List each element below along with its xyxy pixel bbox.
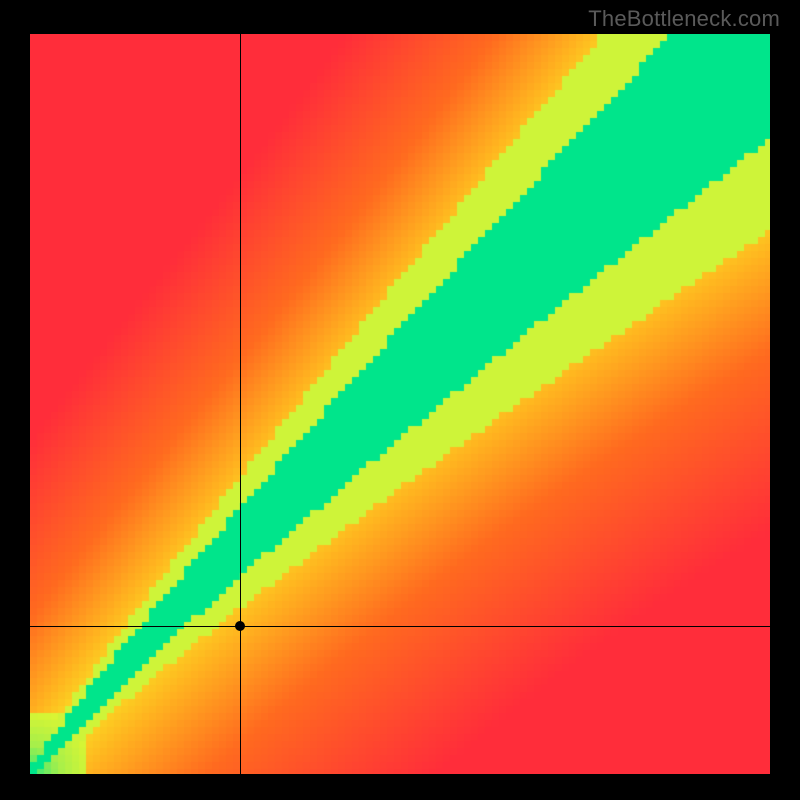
crosshair-marker-dot: [235, 621, 245, 631]
source-watermark: TheBottleneck.com: [588, 6, 780, 32]
crosshair-vertical: [240, 34, 241, 774]
chart-container: { "meta": { "watermark": "TheBottleneck.…: [0, 0, 800, 800]
heatmap-canvas: [30, 34, 770, 774]
crosshair-horizontal: [30, 626, 770, 627]
heatmap-plot: [30, 34, 770, 774]
